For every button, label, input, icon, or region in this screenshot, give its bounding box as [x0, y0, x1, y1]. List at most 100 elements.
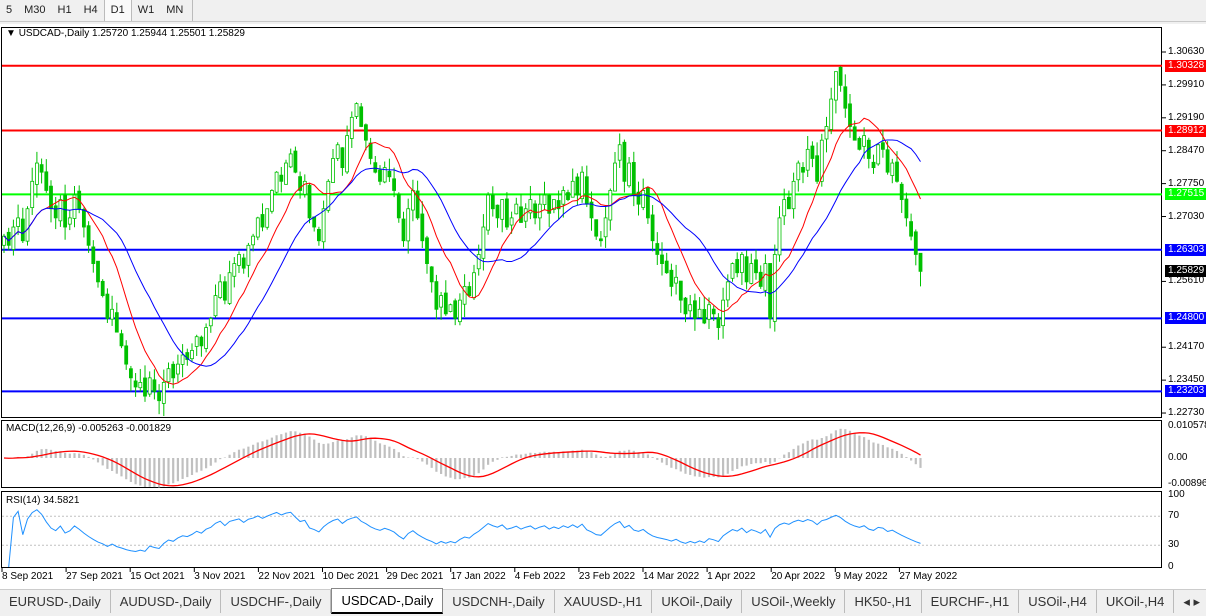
timeframe-d1[interactable]: D1 [103, 0, 132, 21]
macd-axis-label: 0.00 [1168, 452, 1188, 463]
macd-axis-label: -0.00896 [1168, 478, 1206, 489]
candle-body [44, 171, 49, 191]
candle-body [683, 297, 688, 315]
chart-tab[interactable]: UKOil-,H4 [1097, 590, 1175, 613]
candle-body [772, 254, 777, 322]
candle-body [255, 217, 260, 238]
candle-body [819, 139, 824, 182]
candle-body [133, 380, 138, 388]
candle-body [787, 196, 791, 210]
candle-body [312, 216, 317, 228]
candle-body [6, 231, 11, 246]
candle-body [157, 391, 162, 402]
candle-body [110, 308, 114, 320]
candle-body [316, 228, 321, 242]
chart-tab[interactable]: USOil-,H4 [1019, 590, 1097, 613]
current-price-tag: 1.25829 [1165, 265, 1206, 278]
candle-body [476, 254, 481, 270]
candle-body [321, 208, 326, 243]
candle-body [152, 379, 157, 392]
macd-signal-line [3, 432, 921, 487]
candle-body [293, 150, 298, 173]
candle-body [904, 198, 909, 219]
candle-body [749, 263, 754, 284]
candle-body [185, 352, 190, 360]
candle-body [599, 238, 603, 242]
candle-body [664, 260, 669, 274]
chart-tab[interactable]: EURCHF-,H1 [922, 590, 1020, 613]
collapse-triangle-icon[interactable]: ▼ [6, 28, 16, 39]
price-axis-label: 1.23450 [1168, 374, 1205, 386]
chart-tab[interactable]: AUDUSD-,Daily [111, 590, 222, 613]
chart-canvas[interactable] [0, 24, 1206, 589]
rsi-axis-label: 70 [1168, 510, 1180, 522]
candle-body [72, 194, 77, 219]
date-axis-label: 1 Apr 2022 [707, 571, 756, 582]
date-axis-label: 20 Apr 2022 [771, 571, 826, 582]
level-price-tag: 1.23203 [1165, 385, 1206, 398]
chart-tab[interactable]: EURUSD-,Daily [0, 590, 111, 613]
candle-body [641, 190, 646, 208]
timeframe-m30[interactable]: M30 [24, 4, 46, 16]
candle-body [354, 103, 359, 117]
candle-body [801, 167, 805, 173]
moving-average-fast [3, 117, 921, 385]
date-axis-label: 9 May 2022 [835, 571, 888, 582]
candle-body [434, 281, 439, 310]
candle-body [509, 217, 514, 226]
candle-body [570, 180, 575, 198]
candle-body [439, 295, 444, 308]
timeframe-h1[interactable]: H1 [57, 4, 72, 16]
chart-tab[interactable]: XAUUSD-,H1 [555, 590, 653, 613]
timeframe-mn[interactable]: MN [166, 4, 184, 16]
candle-body [589, 201, 594, 219]
candle-body [490, 194, 495, 210]
candle-body [514, 203, 519, 215]
chart-tab[interactable]: USDCAD-,Daily [331, 588, 444, 614]
rsi-line [8, 509, 921, 568]
candle-body [495, 204, 500, 219]
macd-label: MACD(12,26,9) -0.005263 -0.001829 [6, 423, 172, 434]
candle-body [796, 162, 801, 181]
candle-body [918, 252, 923, 272]
candle-body [716, 317, 721, 328]
candle-body [425, 237, 429, 264]
candle-body [580, 171, 584, 200]
candle-body [448, 304, 453, 312]
chart-tab[interactable]: UKOil-,Daily [652, 590, 743, 613]
chart-tab[interactable]: HK50-,H1 [845, 590, 922, 613]
candle-body [913, 231, 918, 255]
candle-body [30, 180, 35, 208]
price-axis-label: 1.27030 [1168, 210, 1205, 222]
date-axis-label: 29 Dec 2021 [386, 571, 444, 582]
chart-window[interactable]: ▼ USDCAD-,Daily 1.25720 1.25944 1.25501 … [0, 24, 1206, 589]
candle-body [909, 221, 913, 237]
candle-body [326, 180, 331, 211]
price-axis-label: 1.24170 [1168, 341, 1205, 353]
candle-body [208, 318, 213, 327]
price-axis-label: 1.22730 [1168, 407, 1205, 419]
date-axis-label: 22 Nov 2021 [258, 571, 316, 582]
candle-body [636, 191, 641, 205]
candle-body [688, 304, 693, 312]
macd-axis-label: 0.010578 [1168, 420, 1206, 431]
chart-tab[interactable]: USDCHF-,Daily [221, 590, 332, 613]
timeframe-w1[interactable]: W1 [137, 4, 155, 16]
tab-scroll-arrows-icon[interactable]: ◂ ▸ [1174, 590, 1206, 613]
macd-panel-border [1, 420, 1162, 488]
price-axis-label: 1.29190 [1168, 111, 1205, 123]
timeframe-m5[interactable]: 5 [6, 4, 13, 16]
candle-body [838, 66, 843, 86]
date-axis-label: 27 Sep 2021 [66, 571, 123, 582]
candle-body [274, 171, 279, 193]
chart-tab[interactable]: USOil-,Weekly [742, 590, 846, 613]
rsi-axis-label: 100 [1168, 488, 1185, 500]
timeframe-h4[interactable]: H4 [83, 4, 98, 16]
candle-body [533, 203, 537, 219]
candle-body [2, 235, 6, 246]
chart-tab[interactable]: USDCNH-,Daily [443, 590, 555, 613]
price-axis-label: 1.29910 [1168, 78, 1205, 90]
candle-body [39, 164, 44, 173]
candle-body [895, 161, 899, 182]
candle-body [725, 281, 730, 301]
